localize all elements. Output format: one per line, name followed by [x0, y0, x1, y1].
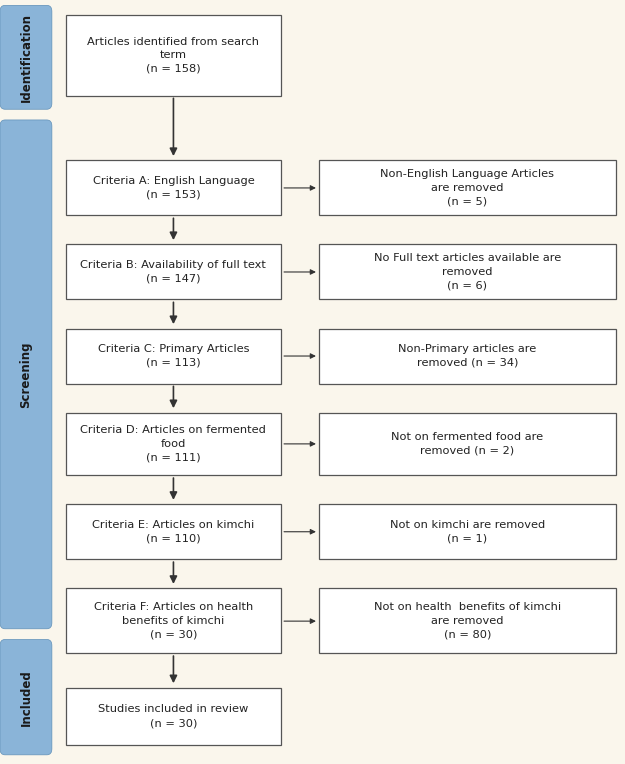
- FancyBboxPatch shape: [66, 329, 281, 384]
- Text: Criteria B: Availability of full text
(n = 147): Criteria B: Availability of full text (n…: [81, 261, 266, 283]
- FancyBboxPatch shape: [66, 688, 281, 745]
- FancyBboxPatch shape: [0, 5, 52, 109]
- FancyBboxPatch shape: [319, 588, 616, 653]
- Text: Screening: Screening: [19, 341, 32, 408]
- Text: Included: Included: [19, 668, 32, 726]
- Text: Criteria F: Articles on health
benefits of kimchi
(n = 30): Criteria F: Articles on health benefits …: [94, 602, 253, 639]
- Text: Criteria D: Articles on fermented
food
(n = 111): Criteria D: Articles on fermented food (…: [81, 426, 266, 462]
- FancyBboxPatch shape: [66, 504, 281, 559]
- Text: Not on health  benefits of kimchi
are removed
(n = 80): Not on health benefits of kimchi are rem…: [374, 602, 561, 639]
- FancyBboxPatch shape: [66, 15, 281, 96]
- FancyBboxPatch shape: [66, 244, 281, 299]
- FancyBboxPatch shape: [319, 329, 616, 384]
- Text: Articles identified from search
term
(n = 158): Articles identified from search term (n …: [88, 37, 259, 74]
- FancyBboxPatch shape: [66, 413, 281, 475]
- Text: Non-English Language Articles
are removed
(n = 5): Non-English Language Articles are remove…: [380, 170, 554, 206]
- FancyBboxPatch shape: [0, 120, 52, 629]
- FancyBboxPatch shape: [319, 504, 616, 559]
- FancyBboxPatch shape: [319, 413, 616, 475]
- Text: No Full text articles available are
removed
(n = 6): No Full text articles available are remo…: [374, 254, 561, 290]
- FancyBboxPatch shape: [66, 588, 281, 653]
- FancyBboxPatch shape: [66, 160, 281, 215]
- Text: Non-Primary articles are
removed (n = 34): Non-Primary articles are removed (n = 34…: [398, 345, 536, 367]
- Text: Criteria C: Primary Articles
(n = 113): Criteria C: Primary Articles (n = 113): [98, 345, 249, 367]
- Text: Criteria E: Articles on kimchi
(n = 110): Criteria E: Articles on kimchi (n = 110): [92, 520, 254, 543]
- FancyBboxPatch shape: [319, 244, 616, 299]
- FancyBboxPatch shape: [319, 160, 616, 215]
- Text: Criteria A: English Language
(n = 153): Criteria A: English Language (n = 153): [92, 176, 254, 199]
- Text: Not on kimchi are removed
(n = 1): Not on kimchi are removed (n = 1): [389, 520, 545, 543]
- Text: Studies included in review
(n = 30): Studies included in review (n = 30): [98, 704, 249, 728]
- Text: Not on fermented food are
removed (n = 2): Not on fermented food are removed (n = 2…: [391, 432, 543, 455]
- Text: Identification: Identification: [19, 13, 32, 102]
- FancyBboxPatch shape: [0, 639, 52, 755]
